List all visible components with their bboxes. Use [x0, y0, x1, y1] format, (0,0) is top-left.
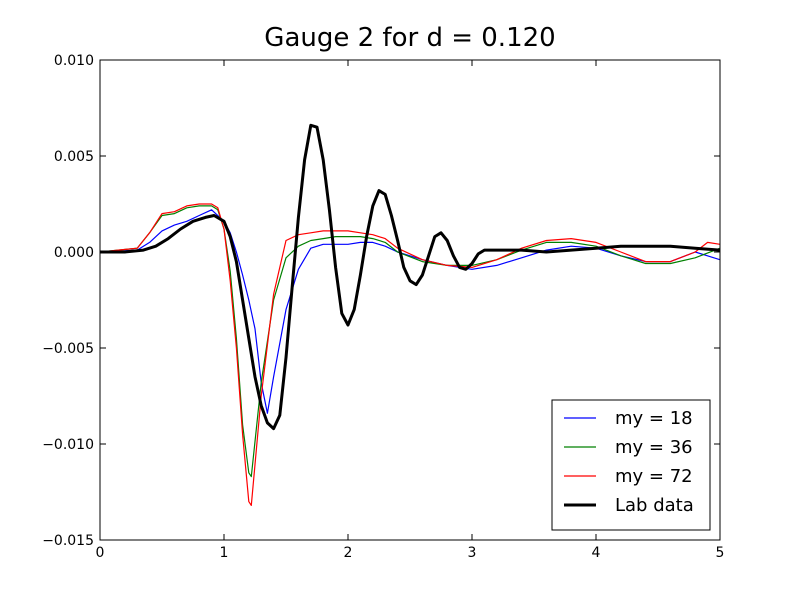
- x-tick-label: 1: [220, 545, 229, 561]
- y-tick-label: 0.010: [54, 53, 94, 69]
- chart-title: Gauge 2 for d = 0.120: [264, 23, 555, 53]
- legend: my = 18 my = 36 my = 72 Lab data: [551, 399, 711, 531]
- legend-label: my = 36: [615, 437, 693, 458]
- plot-area-frame: [99, 59, 721, 541]
- legend-box: [551, 399, 711, 531]
- series-line-3: [100, 123, 720, 431]
- y-tick-label: 0.005: [54, 149, 94, 165]
- series-line-0: [100, 209, 720, 414]
- y-tick-label: −0.010: [42, 437, 94, 453]
- x-tick-label: 2: [344, 545, 353, 561]
- legend-label: my = 72: [615, 466, 693, 487]
- series-line-1: [100, 205, 720, 478]
- legend-label: my = 18: [615, 408, 693, 429]
- series-line-2: [100, 203, 720, 506]
- y-tick-label: −0.015: [42, 533, 94, 549]
- y-tick-label: 0.000: [54, 245, 94, 261]
- x-tick-label: 0: [96, 545, 105, 561]
- axis-ticks: 0 1 2 3 4 5 0.010 0.005 0.000 −0.005 −0.010 −0.015: [42, 53, 724, 561]
- legend-label: Lab data: [615, 495, 694, 516]
- x-tick-label: 5: [716, 545, 725, 561]
- x-tick-label: 4: [592, 545, 601, 561]
- series-layer: [100, 123, 720, 506]
- y-tick-label: −0.005: [42, 341, 94, 357]
- x-tick-label: 3: [468, 545, 477, 561]
